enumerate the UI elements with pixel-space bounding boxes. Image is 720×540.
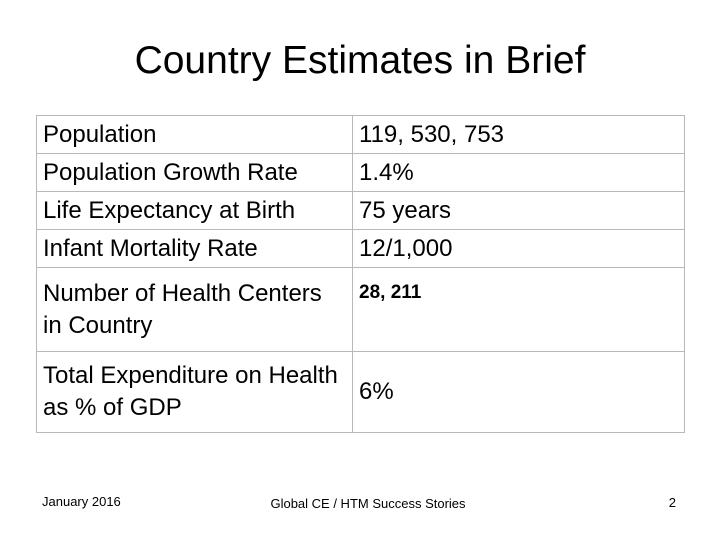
- row-value-health-expenditure: 6%: [352, 351, 685, 433]
- slide-title: Country Estimates in Brief: [134, 39, 586, 82]
- row-value-infant-mortality-rate: 12/1,000: [352, 229, 685, 268]
- footer-date: January 2016: [42, 494, 121, 509]
- table-row: Number of Health Centers in Country 28, …: [36, 267, 685, 352]
- row-label-life-expectancy: Life Expectancy at Birth: [36, 191, 353, 230]
- row-label-health-centers: Number of Health Centers in Country: [36, 267, 353, 352]
- row-value-life-expectancy: 75 years: [352, 191, 685, 230]
- footer-title: Global CE / HTM Success Stories: [270, 496, 466, 511]
- table-row: Population Growth Rate 1.4%: [36, 153, 685, 192]
- table-row: Life Expectancy at Birth 75 years: [36, 191, 685, 230]
- page-number: 2: [668, 495, 676, 510]
- row-value-population-growth-rate: 1.4%: [352, 153, 685, 192]
- row-label-population-growth-rate: Population Growth Rate: [36, 153, 353, 192]
- row-label-health-expenditure: Total Expenditure on Health as % of GDP: [36, 351, 353, 433]
- row-label-population: Population: [36, 115, 353, 154]
- row-value-health-centers: 28, 211: [352, 267, 685, 352]
- country-estimates-table: Population 119, 530, 753 Population Grow…: [36, 115, 685, 433]
- row-label-infant-mortality-rate: Infant Mortality Rate: [36, 229, 353, 268]
- table-row: Infant Mortality Rate 12/1,000: [36, 229, 685, 268]
- row-value-population: 119, 530, 753: [352, 115, 685, 154]
- table-row: Population 119, 530, 753: [36, 115, 685, 154]
- table-row: Total Expenditure on Health as % of GDP …: [36, 351, 685, 433]
